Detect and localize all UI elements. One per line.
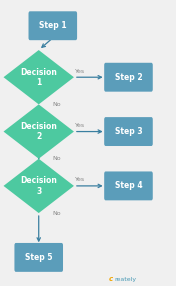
Text: Decision
1: Decision 1 [20,67,57,87]
Text: Yes: Yes [75,177,85,182]
Text: Step 5: Step 5 [25,253,52,262]
Text: Step 4: Step 4 [115,181,142,190]
FancyBboxPatch shape [14,243,63,272]
Text: Step 2: Step 2 [115,73,142,82]
FancyBboxPatch shape [104,63,153,92]
Text: No: No [53,102,61,107]
FancyBboxPatch shape [104,172,153,200]
Text: Yes: Yes [75,123,85,128]
Text: Decision
3: Decision 3 [20,176,57,196]
Text: No: No [53,210,61,216]
Text: No: No [53,156,61,161]
Text: Decision
2: Decision 2 [20,122,57,141]
Text: c: c [109,276,113,282]
FancyBboxPatch shape [104,117,153,146]
Text: Yes: Yes [75,69,85,74]
Text: Step 1: Step 1 [39,21,67,30]
Polygon shape [4,159,74,213]
Text: Step 3: Step 3 [115,127,142,136]
Polygon shape [4,104,74,159]
FancyBboxPatch shape [29,11,77,40]
Text: reately: reately [114,277,136,282]
Polygon shape [4,50,74,104]
